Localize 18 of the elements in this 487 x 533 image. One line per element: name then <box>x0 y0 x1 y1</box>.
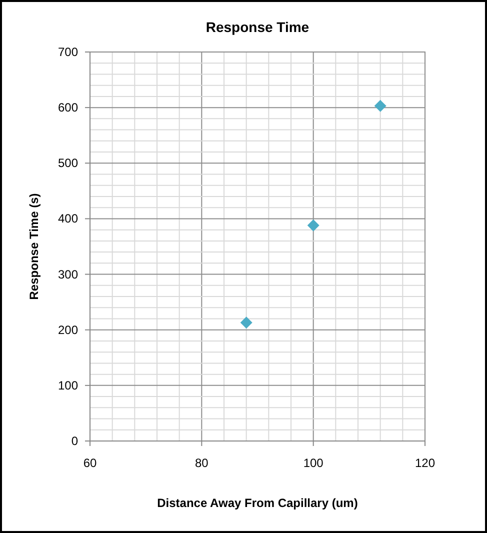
point <box>240 316 252 329</box>
y-axis-title: Response Time (s) <box>27 193 41 300</box>
x-axis-title: Distance Away From Capillary (um) <box>157 496 358 510</box>
y-tick-label: 300 <box>58 267 78 282</box>
x-tick-label: 60 <box>83 456 97 470</box>
x-tick-label: 120 <box>414 456 436 470</box>
point <box>374 100 386 112</box>
y-tick-label: 700 <box>58 45 78 59</box>
y-tick-label: 100 <box>58 378 78 392</box>
y-tick-label: 600 <box>58 100 78 115</box>
chart-title: Response Time <box>206 19 310 35</box>
y-tick-label: 400 <box>58 212 78 226</box>
y-tick-label: 500 <box>58 156 78 170</box>
y-tick-label: 200 <box>58 322 78 337</box>
point <box>307 219 320 232</box>
x-tick-label: 100 <box>303 456 324 470</box>
x-tick-label: 80 <box>194 456 209 470</box>
y-tick-label: 0 <box>71 434 78 448</box>
